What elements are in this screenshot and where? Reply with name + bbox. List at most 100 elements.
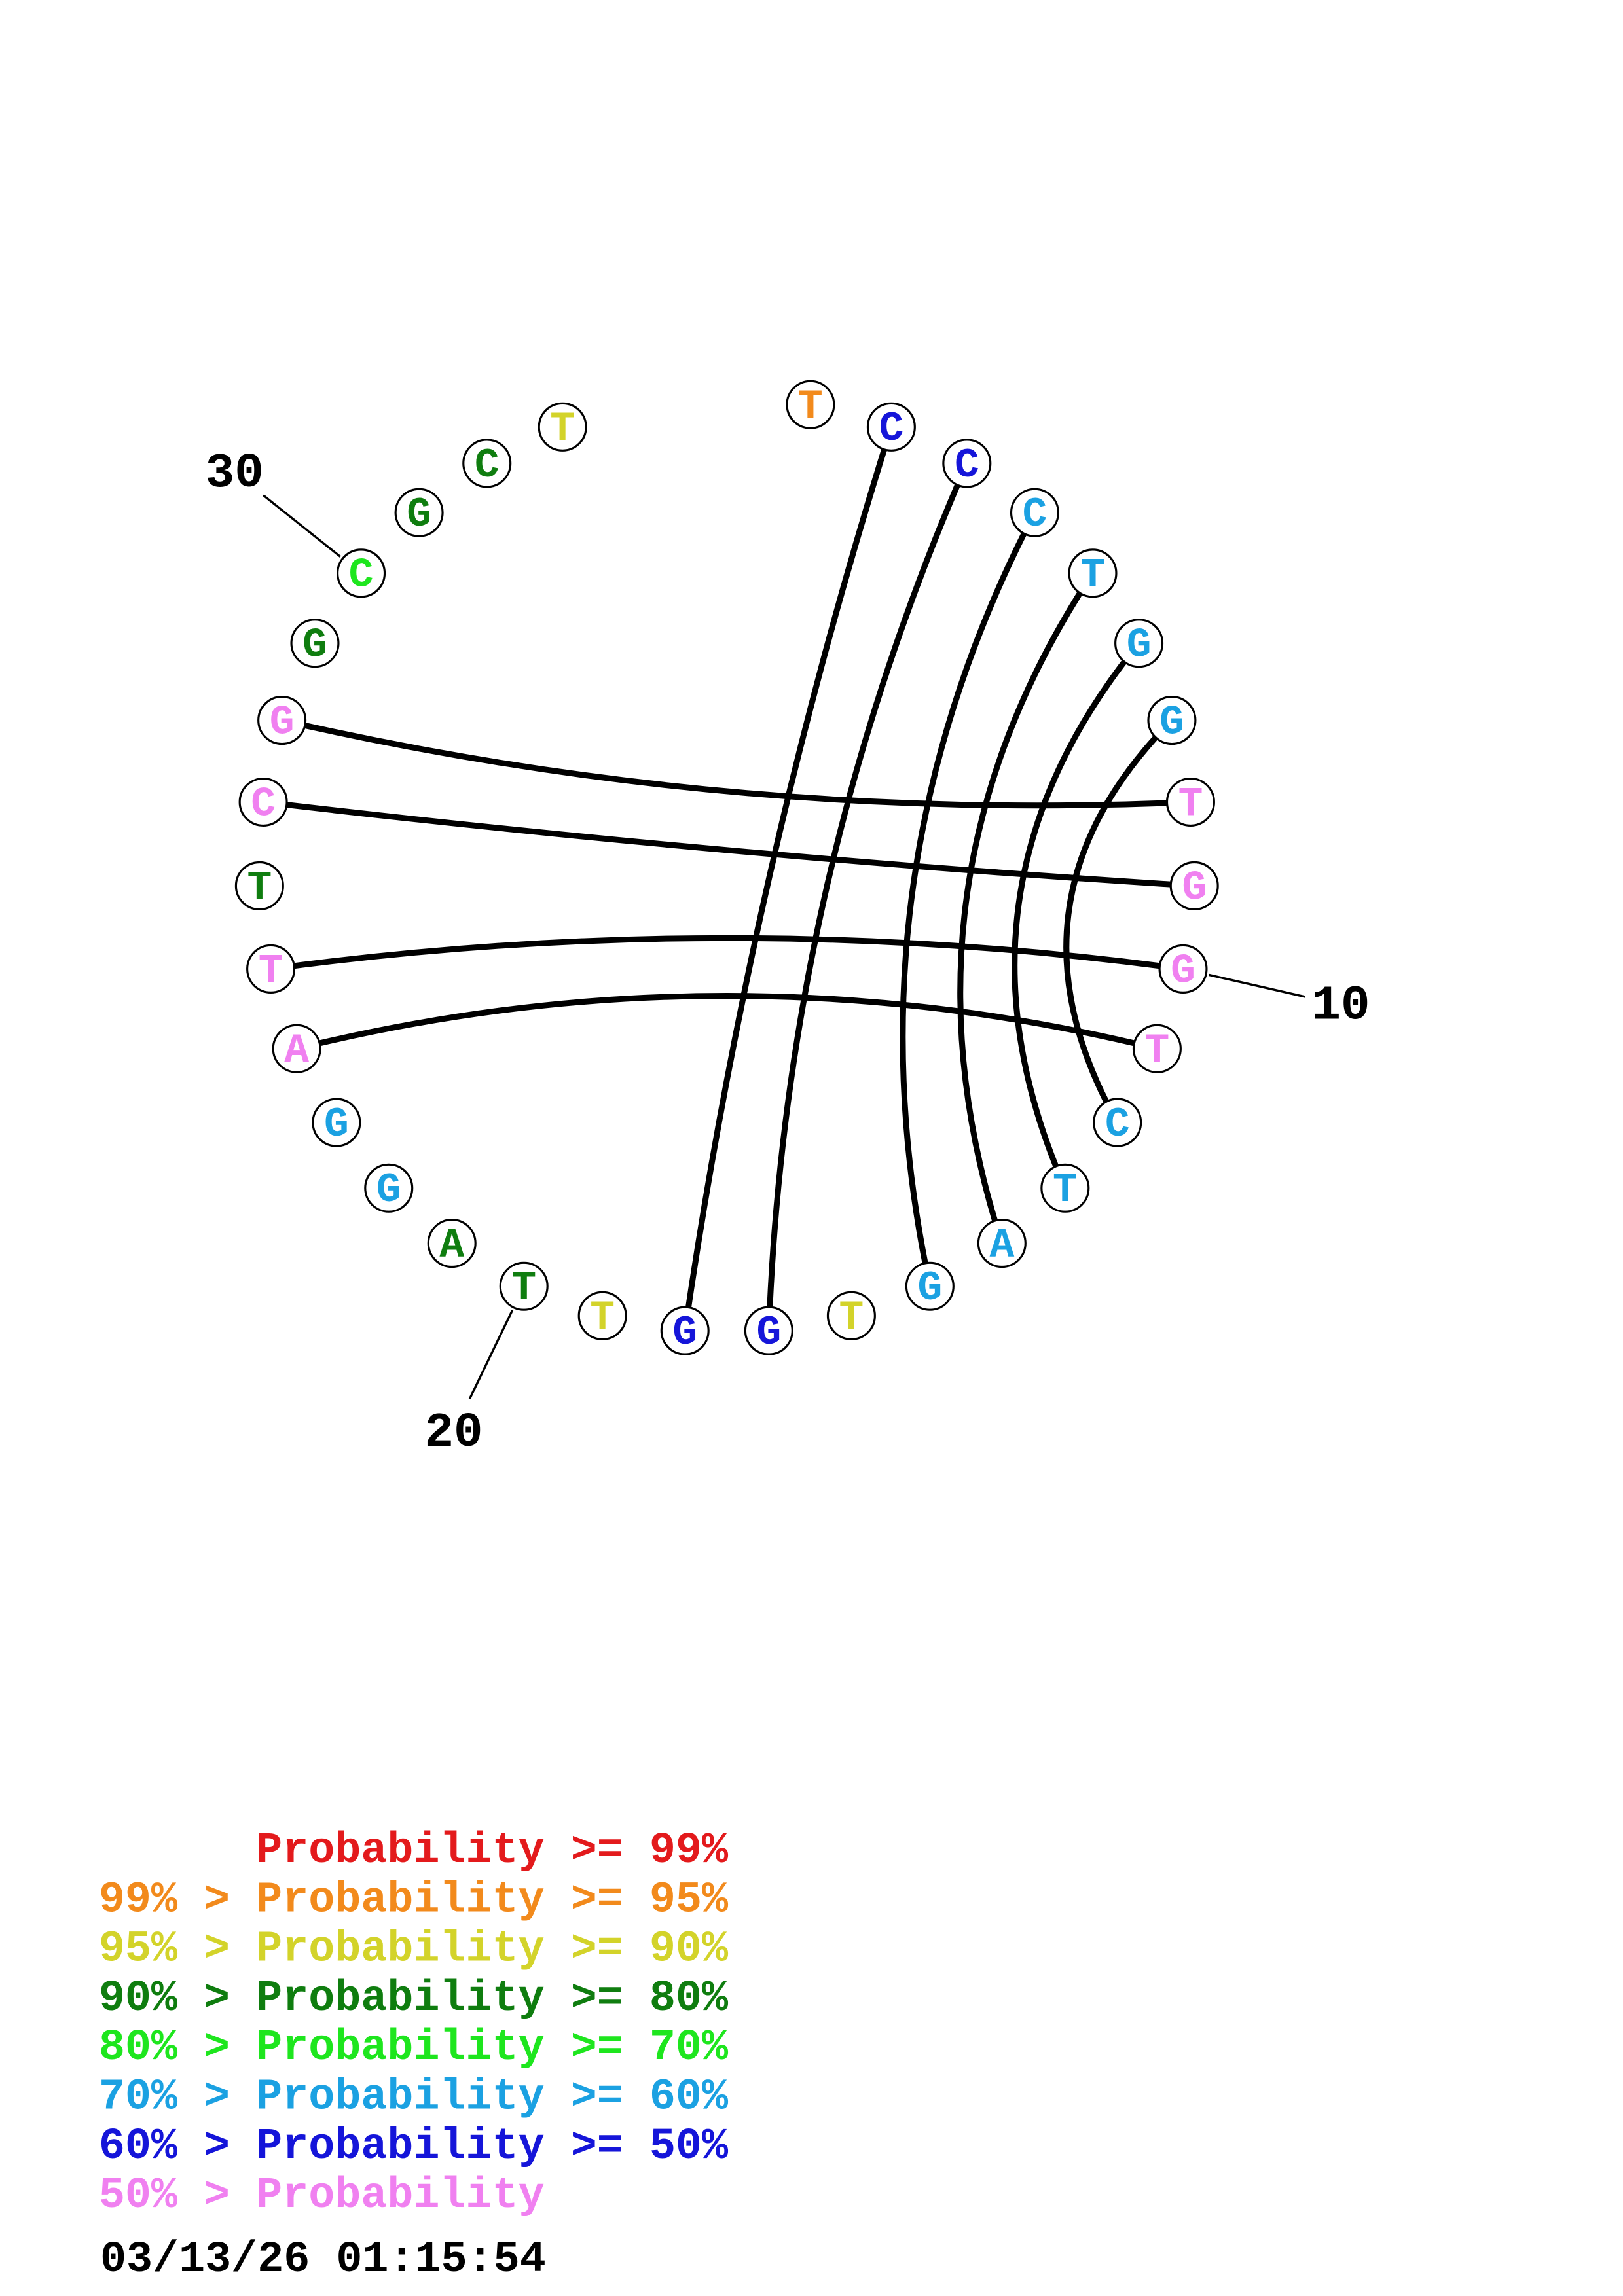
base-pair-arc — [268, 935, 1186, 972]
probability-legend: Probability >= 99%99% > Probability >= 9… — [99, 1826, 729, 2221]
nucleotide-circle — [1040, 1163, 1090, 1213]
nucleotide-letter: A — [284, 1028, 309, 1074]
nucleotide-letter: C — [349, 552, 374, 599]
legend-entry: Probability >= 99% — [256, 1826, 729, 1876]
nucleotide-letter: G — [1159, 699, 1184, 745]
nucleotide: C — [238, 777, 288, 827]
nucleotide: T — [1165, 777, 1215, 827]
legend-entry: 95% > Probability >= 90% — [99, 1925, 729, 1975]
nucleotide-circle — [538, 402, 587, 452]
nucleotide-circle — [826, 1291, 876, 1340]
nucleotide: G — [744, 1306, 793, 1356]
base-pair-arc — [260, 798, 1197, 889]
nucleotide-letter: T — [798, 384, 823, 430]
nucleotide-letter: G — [376, 1167, 401, 1213]
nucleotide: G — [1169, 861, 1219, 911]
nucleotide-letter: T — [511, 1265, 536, 1312]
legend-entry: 99% > Probability >= 95% — [99, 1875, 729, 1925]
nucleotide: G — [660, 1306, 710, 1356]
nucleotide-circle — [462, 439, 512, 488]
nucleotide-circle — [1114, 619, 1164, 668]
nucleotide: T — [786, 380, 835, 430]
position-label: 20 — [424, 1406, 483, 1461]
nucleotide: G — [394, 488, 444, 538]
nucleotide-letter: T — [1178, 781, 1203, 827]
base-pair-arc — [1063, 717, 1175, 1126]
nucleotide: C — [462, 439, 512, 489]
base-pair-arc — [1012, 640, 1142, 1191]
legend-entry: 80% > Probability >= 70% — [99, 2023, 729, 2073]
nucleotide-letter: G — [324, 1102, 349, 1148]
nucleotide: G — [364, 1163, 414, 1213]
nucleotide-letter: T — [839, 1295, 864, 1341]
nucleotide-letter: C — [1105, 1102, 1130, 1148]
nucleotide-circle — [1068, 548, 1118, 598]
nucleotide-circle — [905, 1261, 955, 1311]
nucleotide: T — [499, 1261, 549, 1312]
nucleotide-letter: C — [879, 406, 904, 452]
nucleotide-circle — [312, 1098, 361, 1147]
position-leader-line — [263, 494, 341, 558]
nucleotide-letter: T — [550, 406, 575, 452]
nucleotide-circle — [786, 380, 835, 429]
base-pair-arc — [900, 509, 1038, 1289]
nucleotide: G — [905, 1261, 955, 1312]
nucleotide-letter: G — [756, 1310, 781, 1356]
nucleotide: G — [257, 696, 307, 745]
timestamp: 03/13/26 01:15:54 — [100, 2235, 546, 2285]
nucleotide-circle — [290, 619, 340, 668]
nucleotide-circle — [744, 1306, 793, 1355]
base-pair-arc — [765, 460, 970, 1334]
position-labels: 10 20 30 — [206, 446, 1370, 1461]
nucleotide-circle — [1169, 861, 1219, 910]
nucleotide: C — [1093, 1098, 1142, 1148]
nucleotide-circle — [1158, 944, 1208, 994]
nucleotide-letter: T — [1080, 552, 1105, 599]
nucleotide: T — [246, 944, 296, 994]
base-pair-arc — [279, 717, 1194, 809]
nucleotide: T — [577, 1291, 627, 1341]
nucleotide-letter: T — [1145, 1028, 1170, 1074]
legend-entry: 90% > Probability >= 80% — [99, 1974, 729, 2024]
base-pair-arc — [957, 570, 1096, 1247]
nucleotide: C — [942, 439, 992, 489]
nucleotide-circle — [246, 944, 296, 994]
nucleotide-letter: T — [1053, 1167, 1078, 1213]
nucleotide-letter: G — [1127, 622, 1152, 669]
nucleotide-circle — [337, 548, 386, 598]
nucleotide: T — [826, 1291, 876, 1341]
legend-entry: 50% > Probability — [99, 2171, 545, 2221]
nucleotide-letter: G — [672, 1310, 697, 1356]
nucleotide-circle — [234, 861, 284, 910]
nucleotide-circle — [1132, 1024, 1182, 1073]
nucleotide: G — [312, 1098, 361, 1148]
nucleotide-circle — [364, 1163, 414, 1213]
base-pair-arcs — [260, 423, 1197, 1334]
nucleotide-circle — [1010, 488, 1059, 537]
nucleotide: A — [977, 1219, 1027, 1268]
nucleotide-letter: T — [259, 948, 283, 994]
nucleotide: T — [1040, 1163, 1090, 1213]
nucleotide-circle — [257, 696, 307, 745]
nucleotide-circle — [272, 1024, 321, 1073]
nucleotide: T — [538, 402, 587, 452]
nucleotide-letter: A — [439, 1222, 464, 1268]
nucleotide: A — [427, 1219, 477, 1268]
nucleotide-letter: T — [247, 865, 272, 911]
nucleotide-letter: C — [251, 781, 276, 827]
position-label: 30 — [206, 446, 264, 501]
nucleotide-letter: T — [590, 1295, 615, 1341]
nucleotide-circle — [577, 1291, 627, 1340]
nucleotide-circle — [238, 777, 288, 827]
position-leader-line — [1209, 973, 1305, 998]
nucleotide-circle — [942, 439, 992, 488]
base-pair-arc — [293, 993, 1160, 1052]
nucleotide: T — [234, 861, 284, 911]
nucleotide-circle — [1147, 696, 1197, 745]
nucleotide-letter: C — [1023, 492, 1048, 538]
nucleotide-letter: G — [270, 699, 295, 745]
nucleotide: G — [1158, 944, 1208, 994]
legend-entry: 70% > Probability >= 60% — [99, 2072, 729, 2122]
